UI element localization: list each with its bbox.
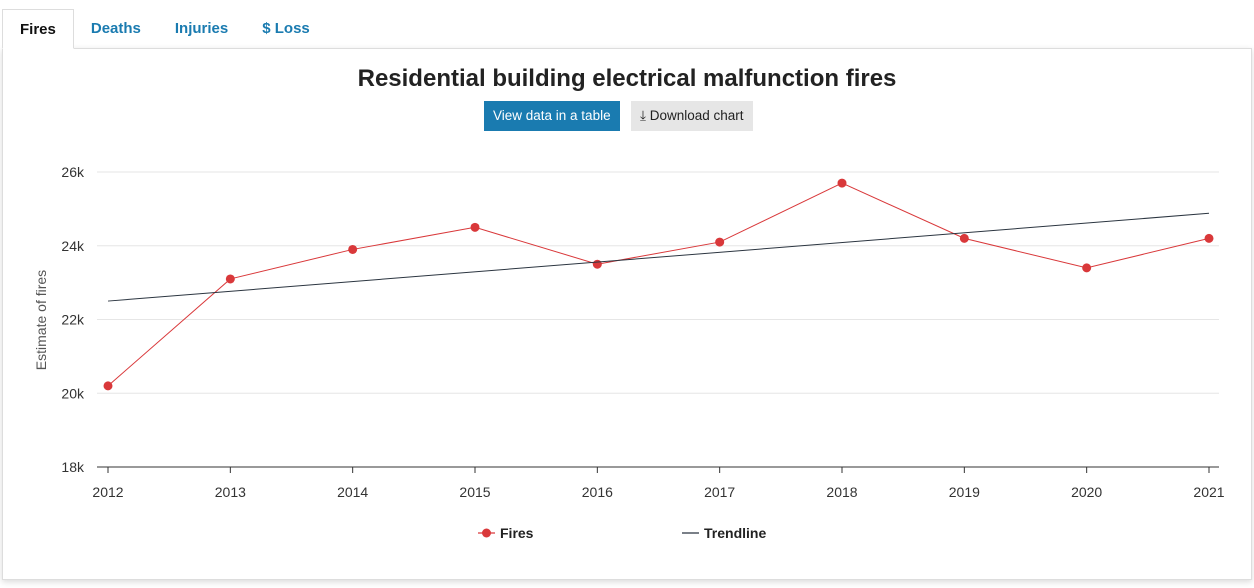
y-tick-label: 20k: [61, 385, 85, 401]
x-tick-label: 2013: [215, 484, 246, 500]
x-tick-label: 2021: [1193, 484, 1224, 500]
data-point: [959, 233, 969, 243]
chart-title: Residential building electrical malfunct…: [357, 65, 897, 92]
tab-injuries[interactable]: Injuries: [174, 20, 229, 37]
data-point: [348, 244, 358, 254]
x-tick-label: 2018: [826, 484, 857, 500]
x-tick-label: 2016: [582, 484, 613, 500]
series-line-fires: [107, 182, 1210, 387]
y-tick-label: 24k: [61, 238, 85, 254]
data-point: [1204, 233, 1214, 243]
download-label: Download chart: [649, 108, 744, 123]
x-tick-label: 2015: [459, 484, 490, 500]
x-tick-label: 2019: [949, 484, 980, 500]
x-tick-label: 2020: [1071, 484, 1102, 500]
x-tick-label: 2017: [704, 484, 735, 500]
series-line-trendline: [107, 212, 1210, 302]
tab-loss[interactable]: $ Loss: [262, 20, 310, 37]
data-point: [470, 222, 480, 232]
x-tick-label: 2012: [92, 484, 123, 500]
y-tick-label: 22k: [61, 312, 85, 328]
data-point: [103, 381, 113, 391]
tab-deaths[interactable]: Deaths: [90, 20, 141, 37]
tab-bar: Fires Deaths Injuries $ Loss: [2, 9, 327, 49]
data-point: [225, 274, 235, 284]
y-tick-label: 26k: [61, 164, 85, 180]
data-point: [1082, 263, 1092, 273]
x-tick-label: 2014: [337, 484, 368, 500]
data-point: [837, 178, 847, 188]
y-axis-label: Estimate of fires: [33, 270, 49, 370]
chart-panel: [2, 48, 1252, 580]
download-chart-button[interactable]: ⤓ Download chart: [631, 101, 753, 131]
view-table-button[interactable]: View data in a table: [484, 101, 620, 131]
legend-marker: [482, 528, 491, 538]
legend-item-trendline: Trendline: [704, 525, 766, 541]
tab-fires[interactable]: Fires: [2, 9, 74, 49]
data-point: [715, 237, 725, 247]
data-point: [592, 259, 602, 269]
legend-item-fires: Fires: [500, 525, 534, 541]
download-icon: ⤓: [640, 108, 646, 123]
y-tick-label: 18k: [61, 459, 85, 475]
